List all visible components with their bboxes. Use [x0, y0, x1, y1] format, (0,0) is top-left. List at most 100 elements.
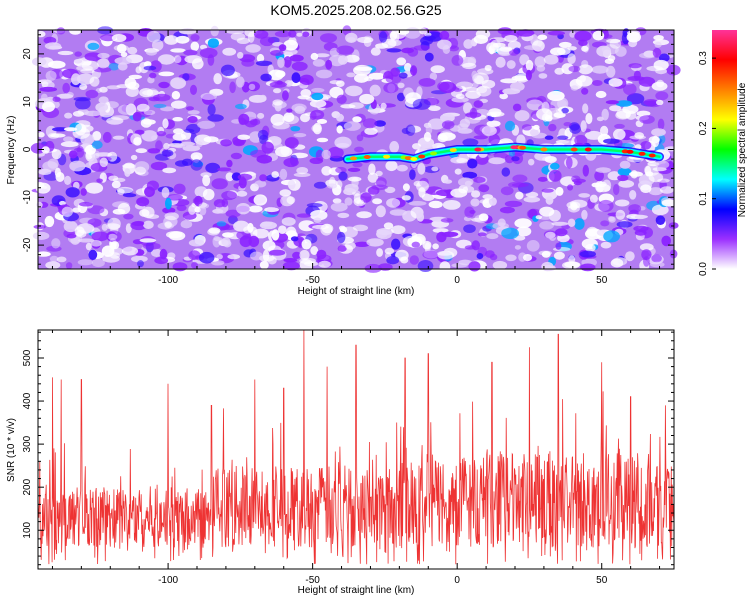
heatmap-cell [573, 180, 582, 186]
heatmap-cell [424, 52, 434, 62]
heatmap-cell [534, 56, 546, 68]
heatmap-cell [69, 160, 86, 172]
heatmap-cell [585, 243, 596, 252]
heatmap-cell [657, 118, 665, 130]
heatmap-cell [222, 47, 237, 56]
heatmap-cell [111, 180, 121, 189]
heatmap-cell [97, 52, 110, 59]
heatmap-cell [257, 112, 265, 119]
ridge-hotspot [363, 155, 371, 159]
heatmap-cell [163, 142, 170, 150]
heatmap-cell [525, 59, 534, 71]
heatmap-cell [56, 27, 66, 35]
heatmap-cell [336, 125, 343, 134]
heatmap-cell [171, 90, 181, 100]
heatmap-cell [124, 168, 131, 177]
heatmap-cell [409, 255, 419, 265]
heatmap-cell [225, 209, 241, 218]
heatmap-cell [537, 176, 548, 182]
heatmap-cell [578, 39, 588, 46]
y-tick-label: 20 [22, 48, 33, 60]
heatmap-cell [199, 251, 215, 264]
heatmap-cell [64, 112, 73, 119]
y-tick-label: 200 [22, 478, 33, 495]
heatmap-cell [543, 54, 559, 65]
heatmap-cell [504, 35, 518, 43]
heatmap-cell [282, 90, 289, 101]
heatmap-cell [32, 231, 50, 240]
heatmap-cell [112, 135, 125, 140]
colorbar-ticks: 0.0 0.1 0.2 0.3 [698, 51, 716, 276]
heatmap-cell [81, 60, 99, 71]
heatmap-cell [128, 74, 142, 80]
heatmap-cell [566, 156, 573, 169]
heatmap-cell [600, 241, 612, 249]
ridge-hotspot [430, 151, 437, 156]
snr-frame [37, 329, 675, 570]
heatmap-cell [100, 34, 117, 42]
heatmap-cell [410, 65, 418, 76]
heatmap-cell [248, 205, 263, 213]
heatmap-cell [275, 146, 293, 157]
heatmap-cell [131, 221, 145, 226]
heatmap-cell [471, 240, 480, 251]
heatmap-cell [396, 164, 408, 172]
heatmap-cell [184, 55, 203, 64]
heatmap-cell [422, 35, 436, 41]
heatmap-cell [558, 41, 572, 48]
heatmap-cell [591, 182, 601, 188]
ridge-hotspot [474, 147, 482, 152]
heatmap-cell [247, 31, 255, 43]
heatmap-cell [477, 232, 487, 237]
heatmap-cell [220, 64, 235, 77]
heatmap-cell [608, 78, 623, 87]
heatmap-cell [153, 93, 171, 102]
heatmap-cell [293, 133, 307, 138]
heatmap-cell [354, 241, 370, 247]
heatmap-cell [458, 177, 474, 187]
heatmap-cell [170, 48, 186, 53]
heatmap-cell [282, 261, 300, 271]
heatmap-cell [601, 108, 609, 121]
heatmap-cell [248, 235, 260, 248]
heatmap-cell [567, 46, 577, 51]
heatmap-cell [91, 231, 109, 242]
heatmap-cell [76, 229, 87, 238]
heatmap-cell [371, 184, 388, 191]
heatmap-cell [557, 47, 571, 56]
heatmap-cell [628, 63, 642, 69]
heatmap-cell [121, 246, 139, 256]
heatmap-cell [97, 58, 110, 69]
heatmap-cell [362, 118, 377, 129]
heatmap-cell [165, 197, 172, 210]
heatmap-cell [162, 118, 169, 129]
heatmap-cell [614, 46, 627, 57]
heatmap-cell [613, 184, 620, 196]
heatmap-cell [652, 47, 662, 58]
heatmap-cell [61, 206, 73, 217]
heatmap-cell [299, 249, 310, 261]
heatmap-cell [208, 227, 221, 234]
heatmap-cell [72, 110, 85, 117]
heatmap-cell [117, 188, 125, 195]
heatmap-cell [135, 66, 142, 74]
heatmap-cell [164, 221, 172, 229]
heatmap-cell [582, 164, 589, 177]
ridge-hotspot [383, 154, 391, 159]
heatmap-cell [515, 191, 524, 200]
heatmap-cell [511, 156, 520, 162]
heatmap-cell [271, 171, 280, 178]
heatmap-cell [555, 242, 562, 250]
heatmap-cell [639, 115, 655, 124]
heatmap-cell [106, 117, 124, 125]
heatmap-cell [213, 73, 222, 85]
heatmap-cell [525, 191, 539, 198]
heatmap-cell [548, 169, 562, 182]
heatmap-cell [230, 152, 242, 160]
heatmap-cell [175, 35, 190, 44]
heatmap-cell [310, 246, 319, 255]
heatmap-cell [359, 93, 375, 105]
heatmap-cell [541, 261, 554, 272]
heatmap-cell [514, 245, 522, 250]
y-tick-label: 10 [22, 96, 33, 108]
